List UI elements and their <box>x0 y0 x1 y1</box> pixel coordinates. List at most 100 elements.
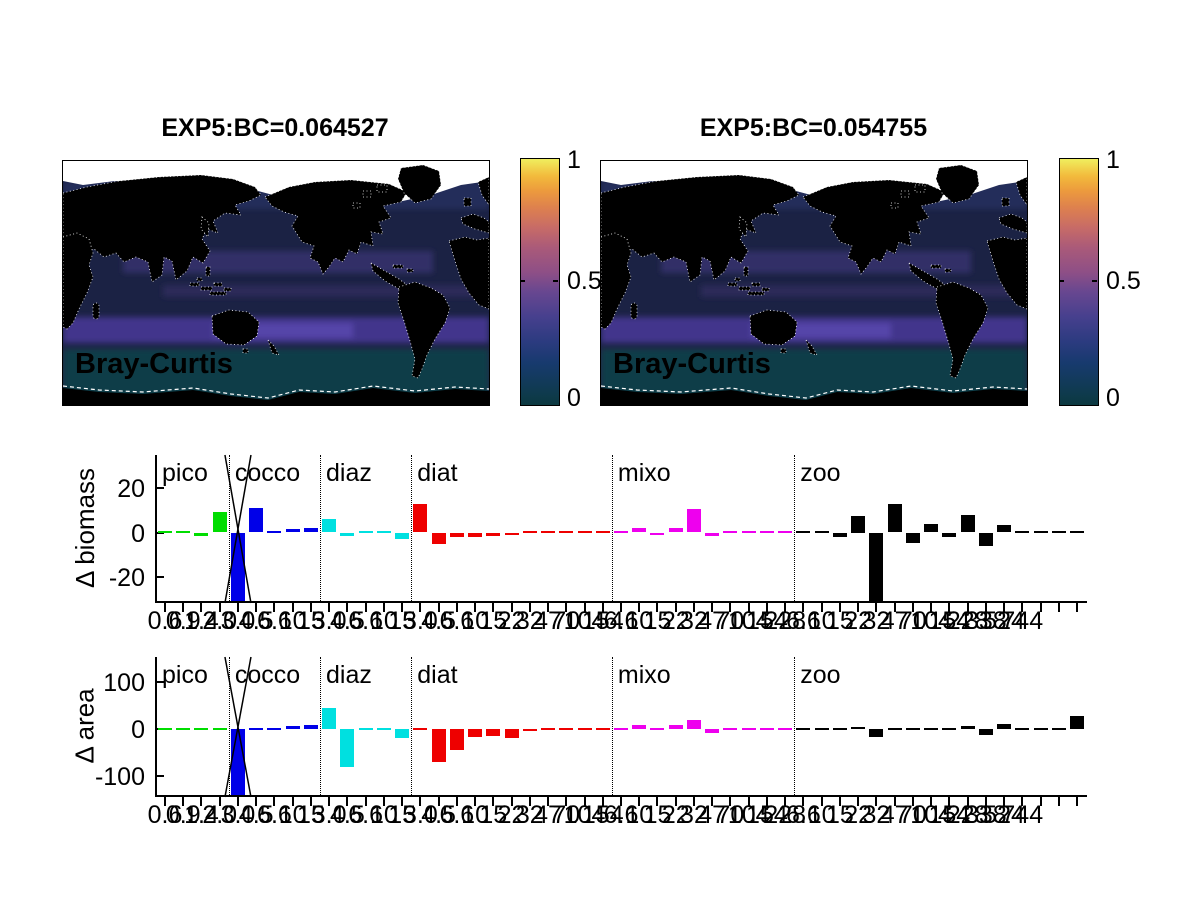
bar <box>449 532 464 537</box>
bar <box>303 528 318 533</box>
map1-annotation: Bray-Curtis <box>75 348 233 380</box>
x-tick-mark <box>510 603 513 612</box>
x-tick-mark <box>948 797 951 806</box>
group-separator <box>228 455 230 601</box>
bar <box>632 724 647 729</box>
x-tick-label: 6.6 <box>603 607 639 635</box>
x-axis-line <box>155 601 1087 603</box>
x-tick-label: 104 <box>910 801 952 829</box>
world-map-1: Bray-Curtis <box>62 160 490 406</box>
x-tick-label: 3.0 <box>402 607 438 635</box>
bar <box>887 503 902 533</box>
x-tick-label: 6.6 <box>603 801 639 829</box>
x-tick-label: 10 <box>369 801 398 829</box>
x-tick-label: 70 <box>716 607 745 635</box>
x-tick-mark <box>547 603 550 612</box>
x-tick-mark <box>875 603 878 612</box>
bar <box>522 729 537 732</box>
x-tick-label: 104 <box>727 801 770 829</box>
bar <box>759 727 774 730</box>
x-tick-label: 22 <box>844 607 873 635</box>
bar <box>577 531 592 533</box>
x-tick-label: 22 <box>661 801 690 829</box>
x-tick-label: 15 <box>825 801 854 829</box>
x-tick-label: 4.5 <box>330 607 365 635</box>
x-tick-mark <box>711 603 714 612</box>
x-tick-mark <box>401 603 404 612</box>
x-tick-mark <box>364 603 367 612</box>
x-tick-mark <box>857 797 860 806</box>
x-tick-mark <box>893 797 896 806</box>
x-tick-label: 4.5 <box>421 607 456 635</box>
colorbar-1-midtick-right <box>553 280 558 282</box>
x-tick-label: 15 <box>479 801 508 829</box>
x-tick-mark <box>930 797 933 806</box>
bar <box>1033 531 1048 533</box>
group-label-zoo: zoo <box>800 459 841 487</box>
x-tick-label: 6.6 <box>786 607 821 635</box>
x-tick-label: 70 <box>552 607 581 635</box>
x-tick-label: 4.5 <box>330 801 365 829</box>
x-tick-mark <box>1057 797 1060 806</box>
x-tick-label: 3.0 <box>311 801 347 829</box>
group-separator <box>228 657 230 795</box>
x-tick-label: 10 <box>369 607 398 635</box>
bar <box>504 729 519 739</box>
bar <box>577 727 592 730</box>
x-tick-mark <box>291 797 294 806</box>
bar <box>869 532 884 601</box>
x-tick-mark <box>747 797 750 806</box>
x-tick-label: 10 <box>625 607 654 635</box>
x-tick-mark <box>638 797 641 806</box>
colorbar-2-tick-05: 0.5 <box>1106 267 1141 295</box>
x-tick-mark <box>164 797 166 806</box>
x-tick-label: 4.5 <box>421 801 456 829</box>
x-tick-mark <box>1076 797 1078 806</box>
x-tick-label: 1.4 <box>184 607 219 635</box>
map1-title: EXP5:BC=0.064527 <box>161 114 389 142</box>
x-tick-mark <box>528 797 531 806</box>
x-tick-label: 0.6 <box>147 801 183 829</box>
x-tick-label: 70 <box>716 801 745 829</box>
bar <box>395 729 410 739</box>
bar <box>486 532 501 536</box>
x-tick-label: 154 <box>746 801 788 829</box>
group-label-zoo: zoo <box>800 661 841 689</box>
colorbar-1-tick-0: 0 <box>567 384 581 412</box>
bar <box>212 727 227 730</box>
x-tick-mark <box>911 797 914 806</box>
y-tick-label: 0 <box>131 716 145 744</box>
x-tick-mark <box>236 603 239 612</box>
bar <box>559 727 574 730</box>
x-tick-mark <box>328 797 331 806</box>
x-tick-mark <box>492 603 495 612</box>
bar <box>468 532 483 537</box>
x-tick-label: 524 <box>983 801 1025 829</box>
colorbar-2-midtick-right <box>1092 280 1097 282</box>
x-tick-label: 47 <box>534 607 562 635</box>
x-tick-mark <box>419 603 422 612</box>
x-tick-label: 15 <box>643 607 672 635</box>
x-tick-mark <box>930 603 933 612</box>
x-tick-mark <box>656 797 659 806</box>
x-tick-mark <box>200 603 203 612</box>
group-separator <box>611 455 613 601</box>
map2-annotation: Bray-Curtis <box>613 348 771 380</box>
bar <box>559 531 574 533</box>
bar <box>924 727 939 730</box>
bar <box>814 531 829 533</box>
x-tick-mark <box>1021 603 1024 612</box>
bar <box>1051 531 1066 533</box>
x-tick-mark <box>419 797 422 806</box>
x-tick-label: 15 <box>825 607 854 635</box>
bar <box>741 727 756 730</box>
x-tick-mark <box>565 797 568 806</box>
bar <box>285 726 300 729</box>
x-tick-mark <box>838 603 841 612</box>
delta-biomass-chart: Δ biomass 20 0 -20 pico 0.6 0.9 1.4 2.0 cocco 3.0 4… <box>70 454 1087 635</box>
x-tick-label: 3.0 <box>311 607 347 635</box>
x-axis-line <box>155 795 1087 797</box>
x-tick-mark <box>455 603 458 612</box>
bar <box>614 531 628 533</box>
x-tick-label: 15 <box>297 607 325 635</box>
